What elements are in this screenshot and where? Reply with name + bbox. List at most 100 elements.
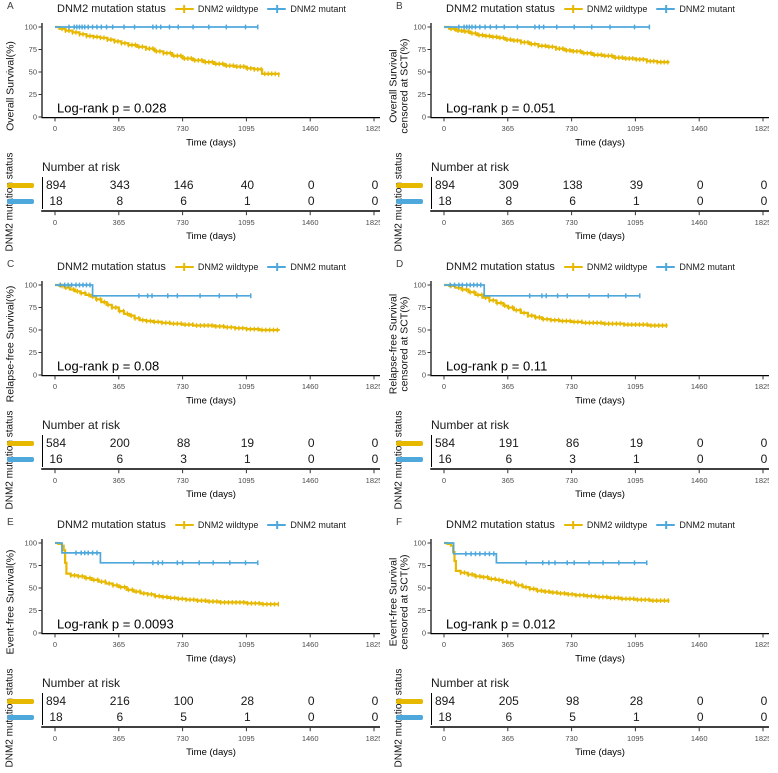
risk-count: 16 [49,452,63,466]
x-tick-label: 730 [176,476,189,485]
mutant-censor-marks [458,24,651,30]
wildtype-line-key-icon [563,523,583,527]
risk-count: 0 [696,178,704,192]
mutant-censor-marks [59,282,252,299]
panel-letter: C [7,259,15,270]
x-tick-label: 1095 [627,382,644,391]
y-axis-label-column: Event-free Survival(%) [0,535,22,669]
km-panel: E DNM2 mutation status DNM2 wildtype DNM… [0,516,389,773]
wildtype-censor-marks [61,283,278,333]
log-rank-pvalue: Log-rank p = 0.0093 [57,617,174,632]
legend-label-mutant: DNM2 mutant [679,262,735,272]
risk-table-section: DNM2 mutation status Number at risk 8942… [0,668,389,767]
wildtype-row-key-icon [396,441,423,446]
chart-row: Event-free Survival(%) 0 25 50 75 100 0 365 730… [0,535,389,669]
time-axis-label: Time (days) [186,396,236,407]
chart-row: Relapse-free Survival(%) 0 25 50 75 100 0 365 7… [0,277,389,411]
risk-count: 200 [109,436,130,450]
x-tick-label: 1825 [366,734,380,743]
x-tick-label: 730 [565,218,578,227]
survival-plot: 0 25 50 75 100 0 365 730 1095 1460 1825 Time (days)… [24,23,380,149]
wildtype-curve [444,541,670,602]
x-tick-label: 365 [502,476,515,485]
survival-plot: 0 25 50 75 100 0 365 730 1095 1460 1825 Time (days)… [24,281,380,407]
y-tick-label: 75 [418,303,426,312]
mutant-series [444,24,651,30]
time-axis-label: Time (days) [575,138,625,149]
risk-table-main: Number at risk 894 309 138 39 0 0 18 8 6 1 0 0 0 365… [396,160,769,243]
y-tick-label: 0 [422,113,426,122]
mutant-row-key-icon [7,199,34,204]
mutant-row-key-icon [7,457,34,462]
risk-table-time-axis: 0 365 730 1095 1460 1825 Time (days) [430,210,769,242]
wildtype-line-key-icon [174,7,194,11]
risk-table-row: 18 6 5 1 0 0 [396,709,769,725]
risk-count: 39 [629,178,644,192]
y-tick-label: 75 [29,561,37,570]
x-tick-label: 365 [113,734,126,743]
axes [41,281,380,377]
risk-count: 1 [633,452,640,466]
x-tick-label: 730 [176,124,189,133]
x-tick-label: 1095 [627,734,644,743]
wildtype-censor-marks [70,573,280,607]
time-axis-label: Time (days) [575,396,625,407]
y-axis-label-line: Relapse-free Survival(%) [4,285,17,403]
legend-label-wildtype: DNM2 wildtype [586,262,648,272]
wildtype-row-key-icon [396,699,423,704]
x-tick-label: 1460 [691,640,708,649]
x-tick-label: 0 [53,124,57,133]
km-panel: C DNM2 mutation status DNM2 wildtype DNM… [0,258,389,516]
mutant-curve [444,542,647,564]
x-tick-label: 1825 [366,218,380,227]
y-tick-label: 25 [418,90,426,99]
legend: DNM2 mutation status DNM2 wildtype DNM2 … [14,260,389,274]
legend-label-mutant: DNM2 mutant [290,4,346,14]
risk-table-main: Number at risk 894 343 146 40 0 0 18 8 6 1 0 0 0 365… [7,160,380,243]
x-tick-label: 730 [176,640,189,649]
risk-count: 6 [505,710,513,724]
risk-table-row: 894 205 98 28 0 0 [396,693,769,709]
x-tick-label: 1095 [238,640,255,649]
panel-letter: F [396,517,403,528]
risk-count: 0 [371,194,379,208]
risk-table-section: DNM2 mutation status Number at risk 8943… [0,152,389,251]
legend-title: DNM2 mutation status [57,261,166,273]
risk-count: 88 [176,436,191,450]
x-tick-label: 0 [442,124,446,133]
x-tick-label: 365 [502,382,515,391]
km-panel: A DNM2 mutation status DNM2 wildtype DNM… [0,0,389,258]
y-tick-label: 25 [418,606,426,615]
legend: DNM2 mutation status DNM2 wildtype DNM2 … [403,518,778,532]
risk-table-main: Number at risk 894 216 100 28 0 0 18 6 5 1 0 0 0 365… [7,676,380,759]
risk-table-main: Number at risk 894 205 98 28 0 0 18 6 5 1 0 0 0 365 7… [396,676,769,759]
log-rank-pvalue: Log-rank p = 0.051 [446,101,556,116]
legend-title: DNM2 mutation status [57,519,166,531]
wildtype-line-key-icon [563,7,583,11]
risk-count: 894 [45,694,67,708]
axes [430,23,769,119]
risk-count: 16 [438,452,452,466]
risk-count: 3 [569,452,576,466]
wildtype-line-key-icon [563,265,583,269]
wildtype-series [55,25,280,78]
risk-count: 0 [307,194,315,208]
x-tick-label: 1095 [627,640,644,649]
y-axis-label: Event-free Survival(%) [4,549,16,654]
mutant-series [55,282,252,299]
y-tick-label: 50 [418,584,426,593]
wildtype-censor-marks [459,570,669,603]
x-tick-label: 1825 [755,734,769,743]
x-tick-label: 1095 [627,124,644,133]
x-tick-label: 1460 [691,734,708,743]
x-tick-label: 1825 [366,382,380,391]
risk-table: 894 343 146 40 0 0 18 8 6 1 0 0 [7,177,380,209]
x-tick-label: 1095 [238,382,255,391]
y-tick-label: 100 [413,281,426,290]
chart-row: Overall Survival(%) 0 25 50 75 100 0 365 730 109… [0,19,389,153]
panel-letter: B [396,1,403,12]
chart-row: Overall Survival censored at SCT(%) 0 25 50… [388,19,778,153]
x-tick-label: 0 [53,218,57,227]
mutant-line-key-icon [656,7,676,11]
mutant-row-key-icon [396,457,423,462]
